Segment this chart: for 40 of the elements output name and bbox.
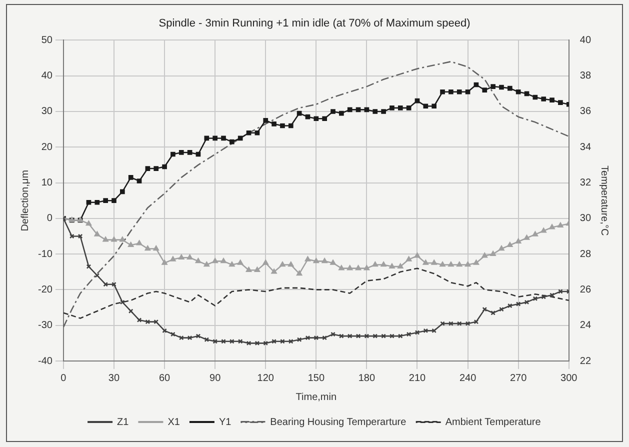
- legend-label: X1: [168, 416, 180, 428]
- y2-tick-label: 36: [580, 106, 592, 118]
- y-tick-label: 20: [41, 142, 53, 153]
- y-tick-label: -30: [38, 320, 53, 332]
- y2-tick-label: 30: [580, 213, 592, 224]
- legend-label: Y1: [218, 416, 232, 428]
- legend-label: Bearing Housing Temperarture: [270, 416, 407, 428]
- y2-axis-title: Temperature,°C: [598, 166, 610, 236]
- x-tick-label: 270: [510, 372, 528, 384]
- y-tick-label: -10: [38, 248, 53, 260]
- x-tick-label: 240: [459, 372, 477, 384]
- x-tick-label: 0: [60, 372, 67, 384]
- y2-tick-label: 32: [580, 178, 592, 189]
- y2-tick-label: 34: [580, 142, 592, 153]
- y2-tick-label: 26: [580, 284, 592, 296]
- x-axis-title: Time,min: [296, 392, 337, 403]
- y-tick-label: 30: [41, 106, 53, 118]
- y2-tick-label: 28: [580, 248, 592, 260]
- x-tick-label: 180: [358, 372, 376, 384]
- y2-tick-label: 22: [580, 356, 592, 367]
- x-tick-label: 30: [108, 372, 120, 384]
- legend-label: Z1: [117, 416, 130, 428]
- y-tick-label: 40: [41, 70, 53, 82]
- x-tick-label: 90: [210, 372, 222, 384]
- x-tick-label: 120: [257, 372, 274, 384]
- y2-tick-label: 40: [580, 34, 592, 46]
- y-tick-label: 0: [46, 213, 53, 224]
- x-tick-label: 210: [408, 372, 426, 384]
- chart-title: Spindle - 3min Running +1 min idle (at 70% of Maximum speed): [158, 18, 470, 30]
- y-axis-title: Deflection,μm: [20, 170, 31, 232]
- legend-label: Ambient Temperature: [445, 416, 542, 428]
- y2-tick-label: 38: [580, 70, 592, 82]
- y-tick-label: 10: [41, 178, 53, 189]
- y-tick-label: -40: [38, 356, 53, 367]
- y-tick-label: 50: [41, 34, 53, 46]
- y2-tick-label: 24: [580, 320, 592, 332]
- x-tick-label: 300: [560, 372, 578, 384]
- x-tick-label: 60: [158, 372, 171, 384]
- x-tick-label: 150: [308, 372, 325, 384]
- y-tick-label: -20: [38, 284, 53, 296]
